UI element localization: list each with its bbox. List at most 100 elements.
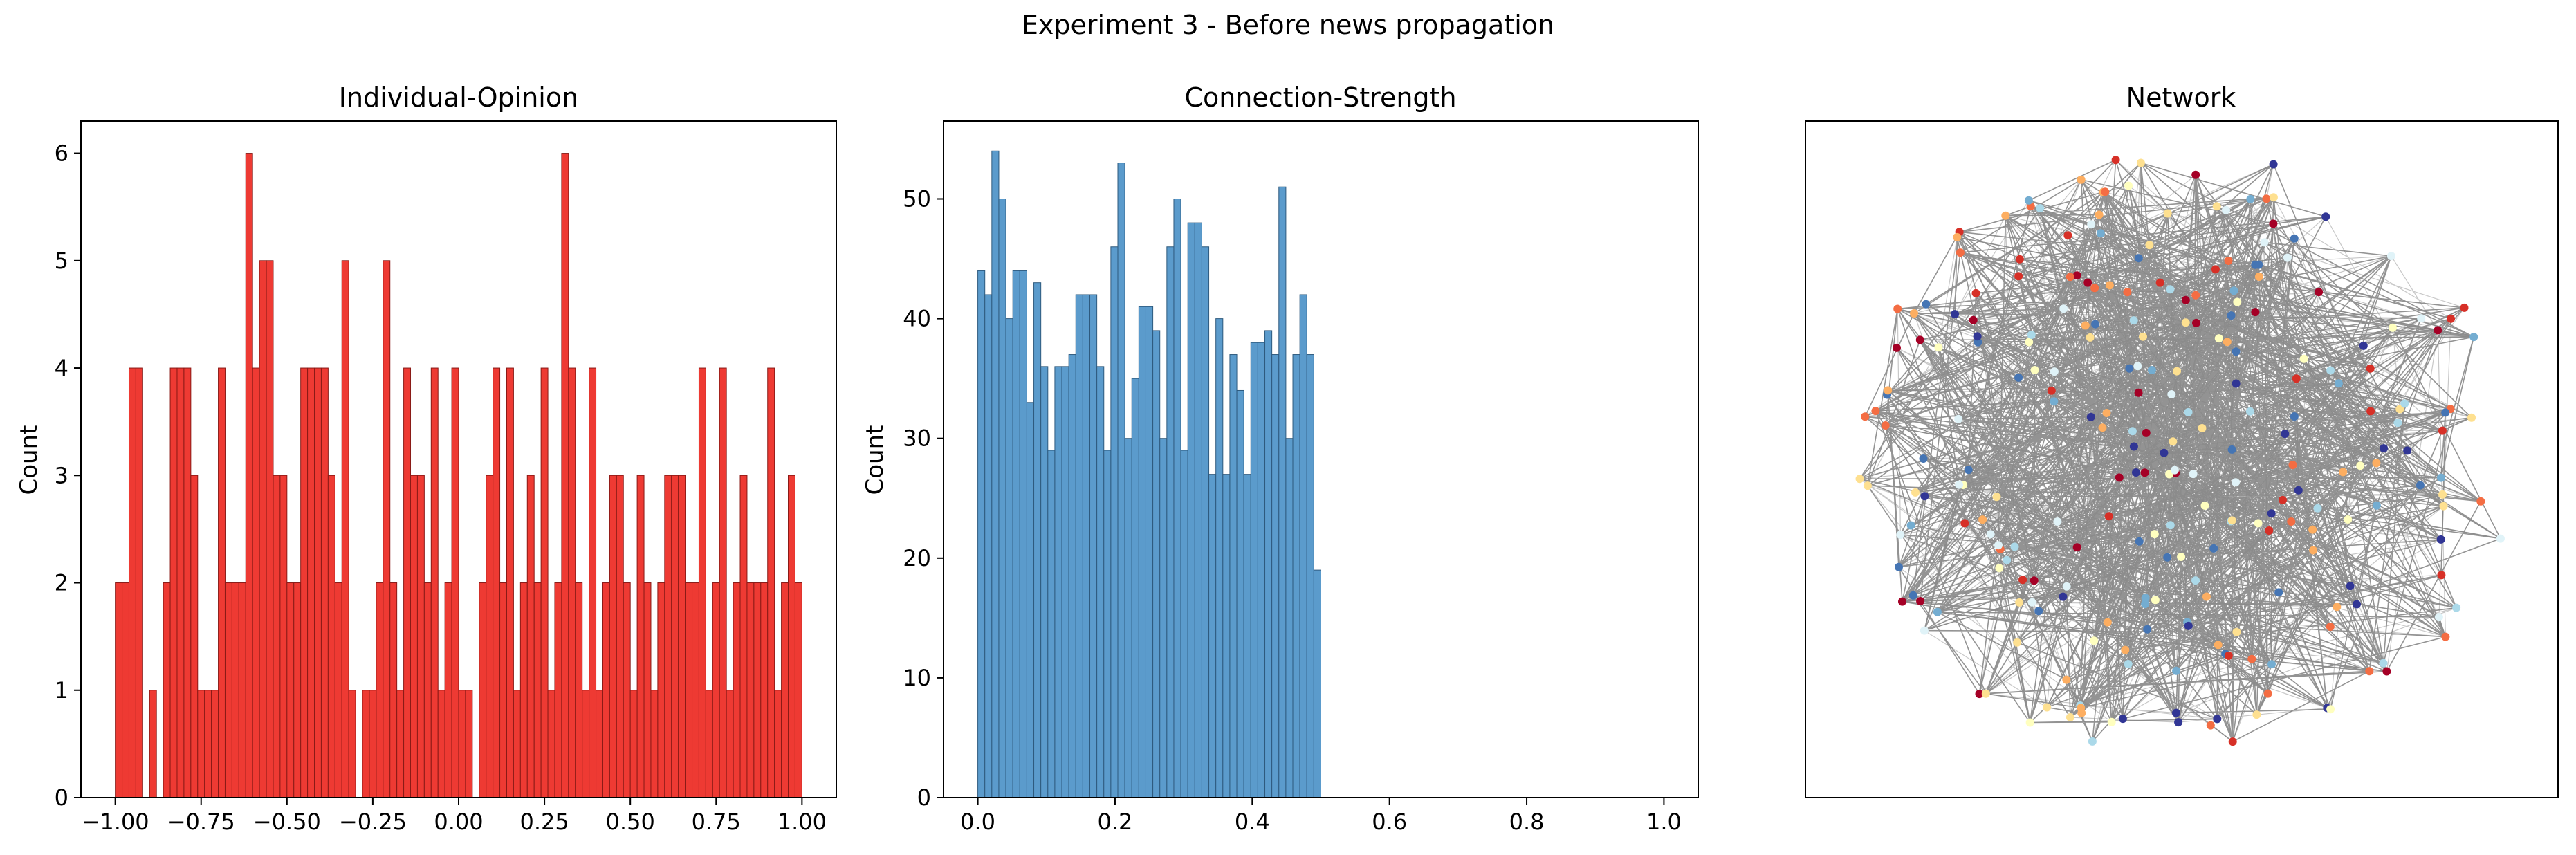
panel-title: Network — [2126, 82, 2236, 113]
network-node — [1955, 480, 1964, 489]
network-node — [2103, 618, 2112, 627]
network-node — [2263, 689, 2272, 698]
network-node — [2015, 598, 2024, 607]
network-node — [2222, 205, 2230, 214]
network-node — [2254, 519, 2263, 528]
network-node — [2211, 265, 2220, 274]
histogram-bar — [1019, 270, 1027, 798]
network-node — [2344, 515, 2353, 524]
network-node — [2267, 509, 2276, 518]
histogram-bar — [1026, 402, 1035, 798]
network-node — [1855, 475, 1864, 484]
histogram-bar — [1005, 318, 1013, 798]
network-node — [1954, 414, 1963, 423]
network-node — [2467, 413, 2476, 422]
x-tick-label: 0.25 — [519, 809, 569, 835]
histogram-bar — [493, 367, 501, 798]
histogram-bar — [115, 582, 123, 798]
network-node — [2395, 405, 2404, 414]
network-node — [2142, 428, 2151, 437]
network-node — [2372, 501, 2381, 510]
network-node — [2252, 710, 2261, 719]
y-tick-label: 0 — [917, 784, 931, 811]
histogram-bar — [437, 690, 445, 798]
y-tick-label: 40 — [903, 306, 931, 332]
network-node — [2227, 516, 2236, 525]
y-tick-label: 10 — [903, 665, 931, 691]
network-node — [2365, 667, 2374, 676]
network-node — [2136, 158, 2145, 167]
network-node — [2059, 304, 2068, 313]
network-node — [1908, 591, 1917, 600]
network-node — [2202, 592, 2211, 601]
network-node — [2062, 582, 2071, 591]
network-node — [2014, 272, 2023, 281]
network-node — [1916, 597, 1925, 605]
network-node — [2206, 721, 2215, 730]
network-node — [2274, 588, 2283, 597]
histogram-bar — [149, 690, 157, 798]
histogram-bar — [423, 582, 432, 798]
network-node — [2010, 542, 2019, 551]
network-node — [2389, 323, 2397, 332]
network-node — [2246, 194, 2255, 203]
network-node — [2416, 481, 2425, 490]
network-node — [2050, 367, 2059, 376]
x-tick-label: 1.00 — [778, 809, 827, 835]
histogram-bar — [1250, 342, 1258, 798]
histogram-bar — [279, 475, 288, 798]
network-node — [2128, 427, 2137, 436]
histogram-bar — [692, 582, 699, 798]
histogram-bar — [499, 582, 507, 798]
network-node — [2059, 592, 2068, 601]
x-tick-label: 0.50 — [606, 809, 655, 835]
histogram-bar — [396, 690, 405, 798]
x-tick-label: −0.75 — [167, 809, 235, 835]
network-node — [2436, 535, 2445, 544]
histogram-bar — [739, 475, 748, 798]
network-node — [2001, 211, 2010, 220]
network-node — [2141, 594, 2150, 603]
histogram-bar — [609, 475, 617, 798]
network-node — [2141, 600, 2150, 609]
network-node — [2260, 238, 2269, 247]
network-node — [1978, 515, 1987, 524]
network-node — [2191, 291, 2200, 300]
histogram-bar — [1236, 389, 1244, 798]
network-node — [2124, 181, 2133, 190]
x-tick-label: −0.25 — [339, 809, 407, 835]
network-node — [2287, 517, 2296, 526]
network-node — [2434, 613, 2443, 622]
network-node — [2155, 278, 2164, 287]
network-node — [2262, 194, 2271, 203]
network-node — [2403, 446, 2412, 455]
network-node — [2166, 285, 2175, 294]
network-node — [2143, 625, 2152, 634]
histogram-bar — [1103, 450, 1112, 798]
y-tick-label: 5 — [55, 248, 68, 274]
histogram-bar — [416, 475, 425, 798]
network-node — [2147, 366, 2156, 374]
network-node — [2062, 675, 2071, 684]
histogram-bar — [369, 690, 377, 798]
network-node — [2135, 537, 2144, 546]
histogram-bar — [998, 199, 1006, 798]
y-tick-label: 2 — [55, 570, 68, 596]
histogram-bar — [1096, 366, 1105, 798]
network-node — [2066, 713, 2074, 721]
histogram-bar — [465, 690, 473, 798]
histogram-bar — [1271, 354, 1280, 798]
network-node — [2326, 623, 2335, 631]
y-axis-label: Count — [861, 425, 889, 495]
network-node — [2027, 598, 2036, 607]
network-node — [2121, 645, 2130, 654]
histogram-bar — [1222, 474, 1231, 798]
histogram-bar — [582, 690, 590, 798]
histogram-bar — [540, 367, 549, 798]
histogram-bar — [1061, 366, 1069, 798]
network-node — [2151, 596, 2160, 605]
histogram-bar — [135, 367, 143, 798]
network-node — [2163, 553, 2172, 562]
network-node — [2213, 715, 2222, 724]
network-node — [2043, 703, 2052, 712]
